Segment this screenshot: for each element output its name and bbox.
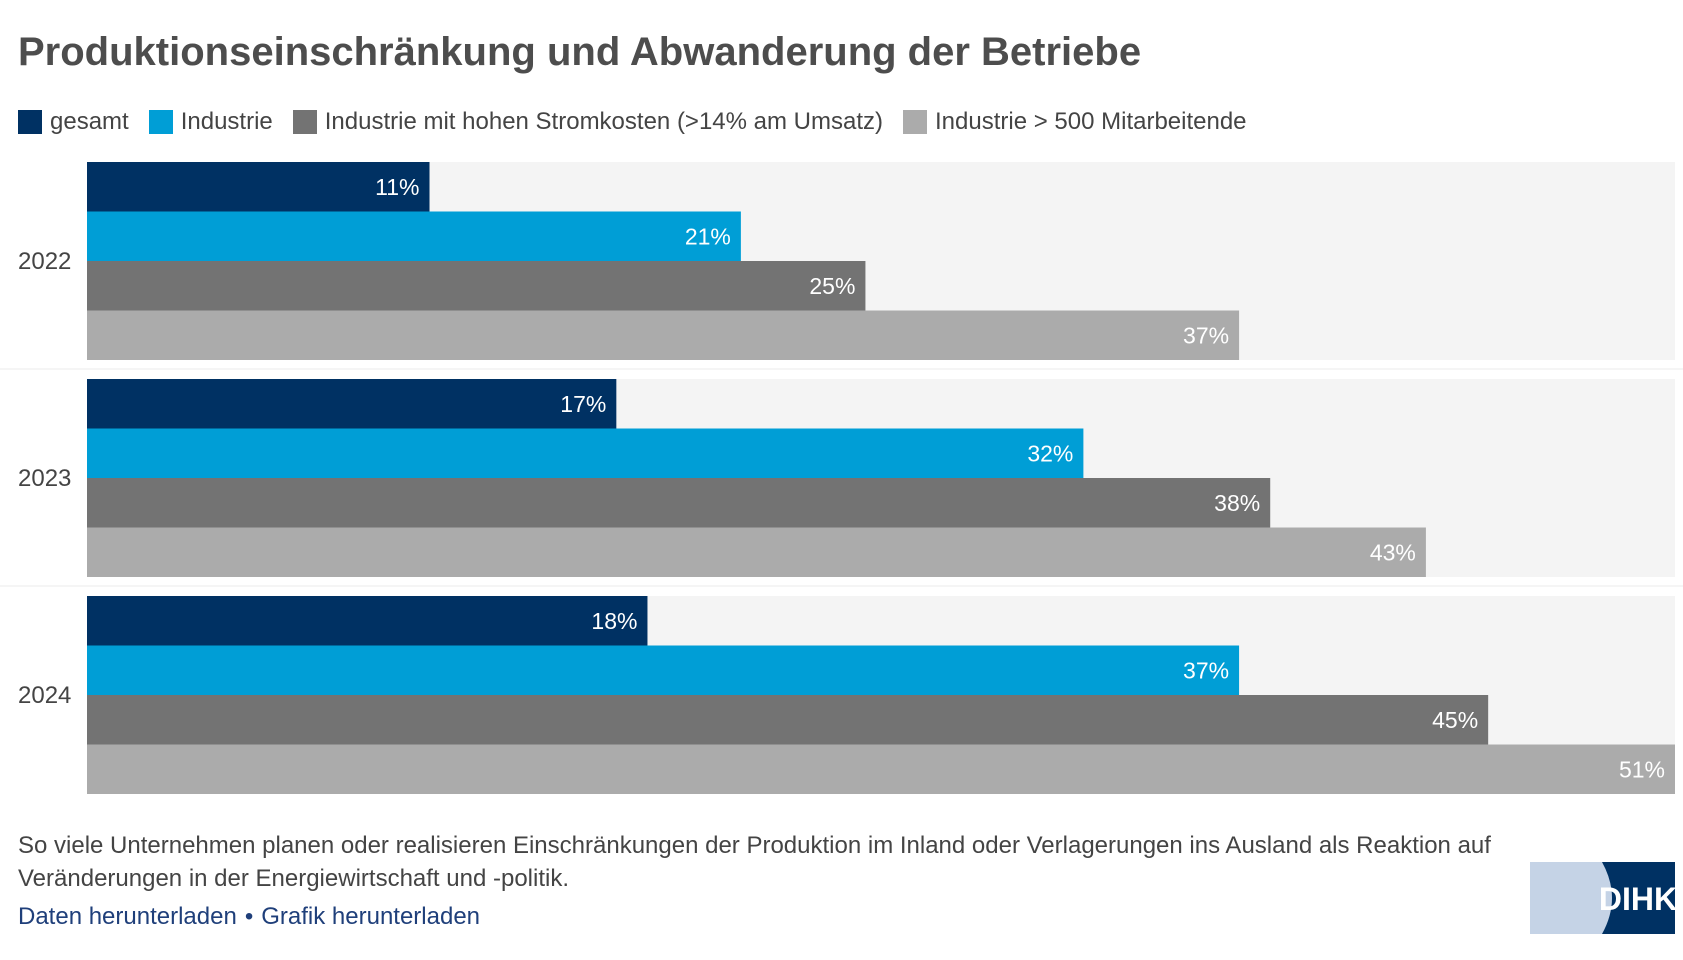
- bar-2023-series-2: [87, 478, 1271, 528]
- bar-2023-series-1: [87, 428, 1084, 478]
- category-label-2023: 2023: [18, 465, 71, 492]
- dihk-logo-graphic: DIHK: [1599, 862, 1675, 934]
- logo-dark-shape: [1602, 862, 1675, 934]
- data-label-2022-series-2: 25%: [809, 273, 855, 299]
- legend-swatch-mitarbeitende: [903, 110, 927, 134]
- logo-text: DIHK: [1599, 881, 1675, 917]
- bar-2024-series-3: [87, 744, 1675, 794]
- data-label-2023-series-0: 17%: [560, 391, 606, 417]
- data-label-2022-series-3: 37%: [1183, 322, 1229, 348]
- legend-item-stromkosten: Industrie mit hohen Stromkosten (>14% am…: [292, 108, 883, 136]
- data-label-2024-series-1: 37%: [1183, 657, 1229, 683]
- legend-label-gesamt: gesamt: [50, 108, 129, 135]
- bar-2022-series-3: [87, 310, 1240, 360]
- bar-2023-series-3: [87, 527, 1426, 577]
- chart-caption: So viele Unternehmen planen oder realisi…: [18, 832, 1491, 892]
- bar-2022-series-2: [87, 261, 866, 311]
- data-label-2024-series-0: 18%: [591, 608, 637, 634]
- data-label-2022-series-1: 21%: [685, 223, 731, 249]
- bar-chart: 2022 11% 21% 25% 37% 2023 17% 32% 38% 43% 2024 18% 3…: [0, 162, 1683, 794]
- bar-2024-series-0: [87, 596, 648, 646]
- legend-swatch-industrie: [148, 110, 173, 134]
- bar-2024-series-2: [87, 695, 1489, 745]
- link-separator: •: [244, 903, 254, 930]
- download-graphic-link[interactable]: Grafik herunterladen: [261, 903, 481, 930]
- data-label-2023-series-3: 43%: [1370, 539, 1416, 565]
- legend-label-stromkosten: Industrie mit hohen Stromkosten (>14% am…: [324, 108, 883, 135]
- download-links: Daten herunterladen • Grafik herunterladen: [18, 903, 480, 931]
- download-data-link[interactable]: Daten herunterladen: [18, 903, 237, 930]
- data-label-2024-series-2: 45%: [1432, 707, 1478, 733]
- legend-item-gesamt: gesamt: [18, 108, 129, 136]
- bar-2023-series-0: [87, 379, 617, 429]
- data-label-2023-series-1: 32%: [1027, 440, 1073, 466]
- category-label-2022: 2022: [18, 248, 71, 275]
- data-label-2022-series-0: 11%: [375, 174, 419, 200]
- data-label-2024-series-3: 51%: [1619, 756, 1665, 782]
- bar-2022-series-1: [87, 211, 741, 261]
- data-label-2023-series-2: 38%: [1214, 490, 1260, 516]
- dihk-logo: DIHK: [1530, 862, 1675, 934]
- legend-label-mitarbeitende: Industrie > 500 Mitarbeitende: [935, 108, 1247, 135]
- category-label-2024: 2024: [18, 682, 71, 709]
- legend-swatch-gesamt: [18, 110, 42, 134]
- legend-swatch-stromkosten: [292, 110, 317, 134]
- legend-item-mitarbeitende: Industrie > 500 Mitarbeitende: [903, 108, 1247, 136]
- legend-label-industrie: Industrie: [180, 108, 273, 135]
- legend-item-industrie: Industrie: [148, 108, 273, 136]
- chart-legend: gesamt Industrie Industrie mit hohen Str…: [18, 108, 1267, 136]
- chart-title: Produktionseinschränkung und Abwanderung…: [18, 30, 1142, 74]
- bar-2022-series-0: [87, 162, 430, 212]
- bar-2024-series-1: [87, 645, 1240, 695]
